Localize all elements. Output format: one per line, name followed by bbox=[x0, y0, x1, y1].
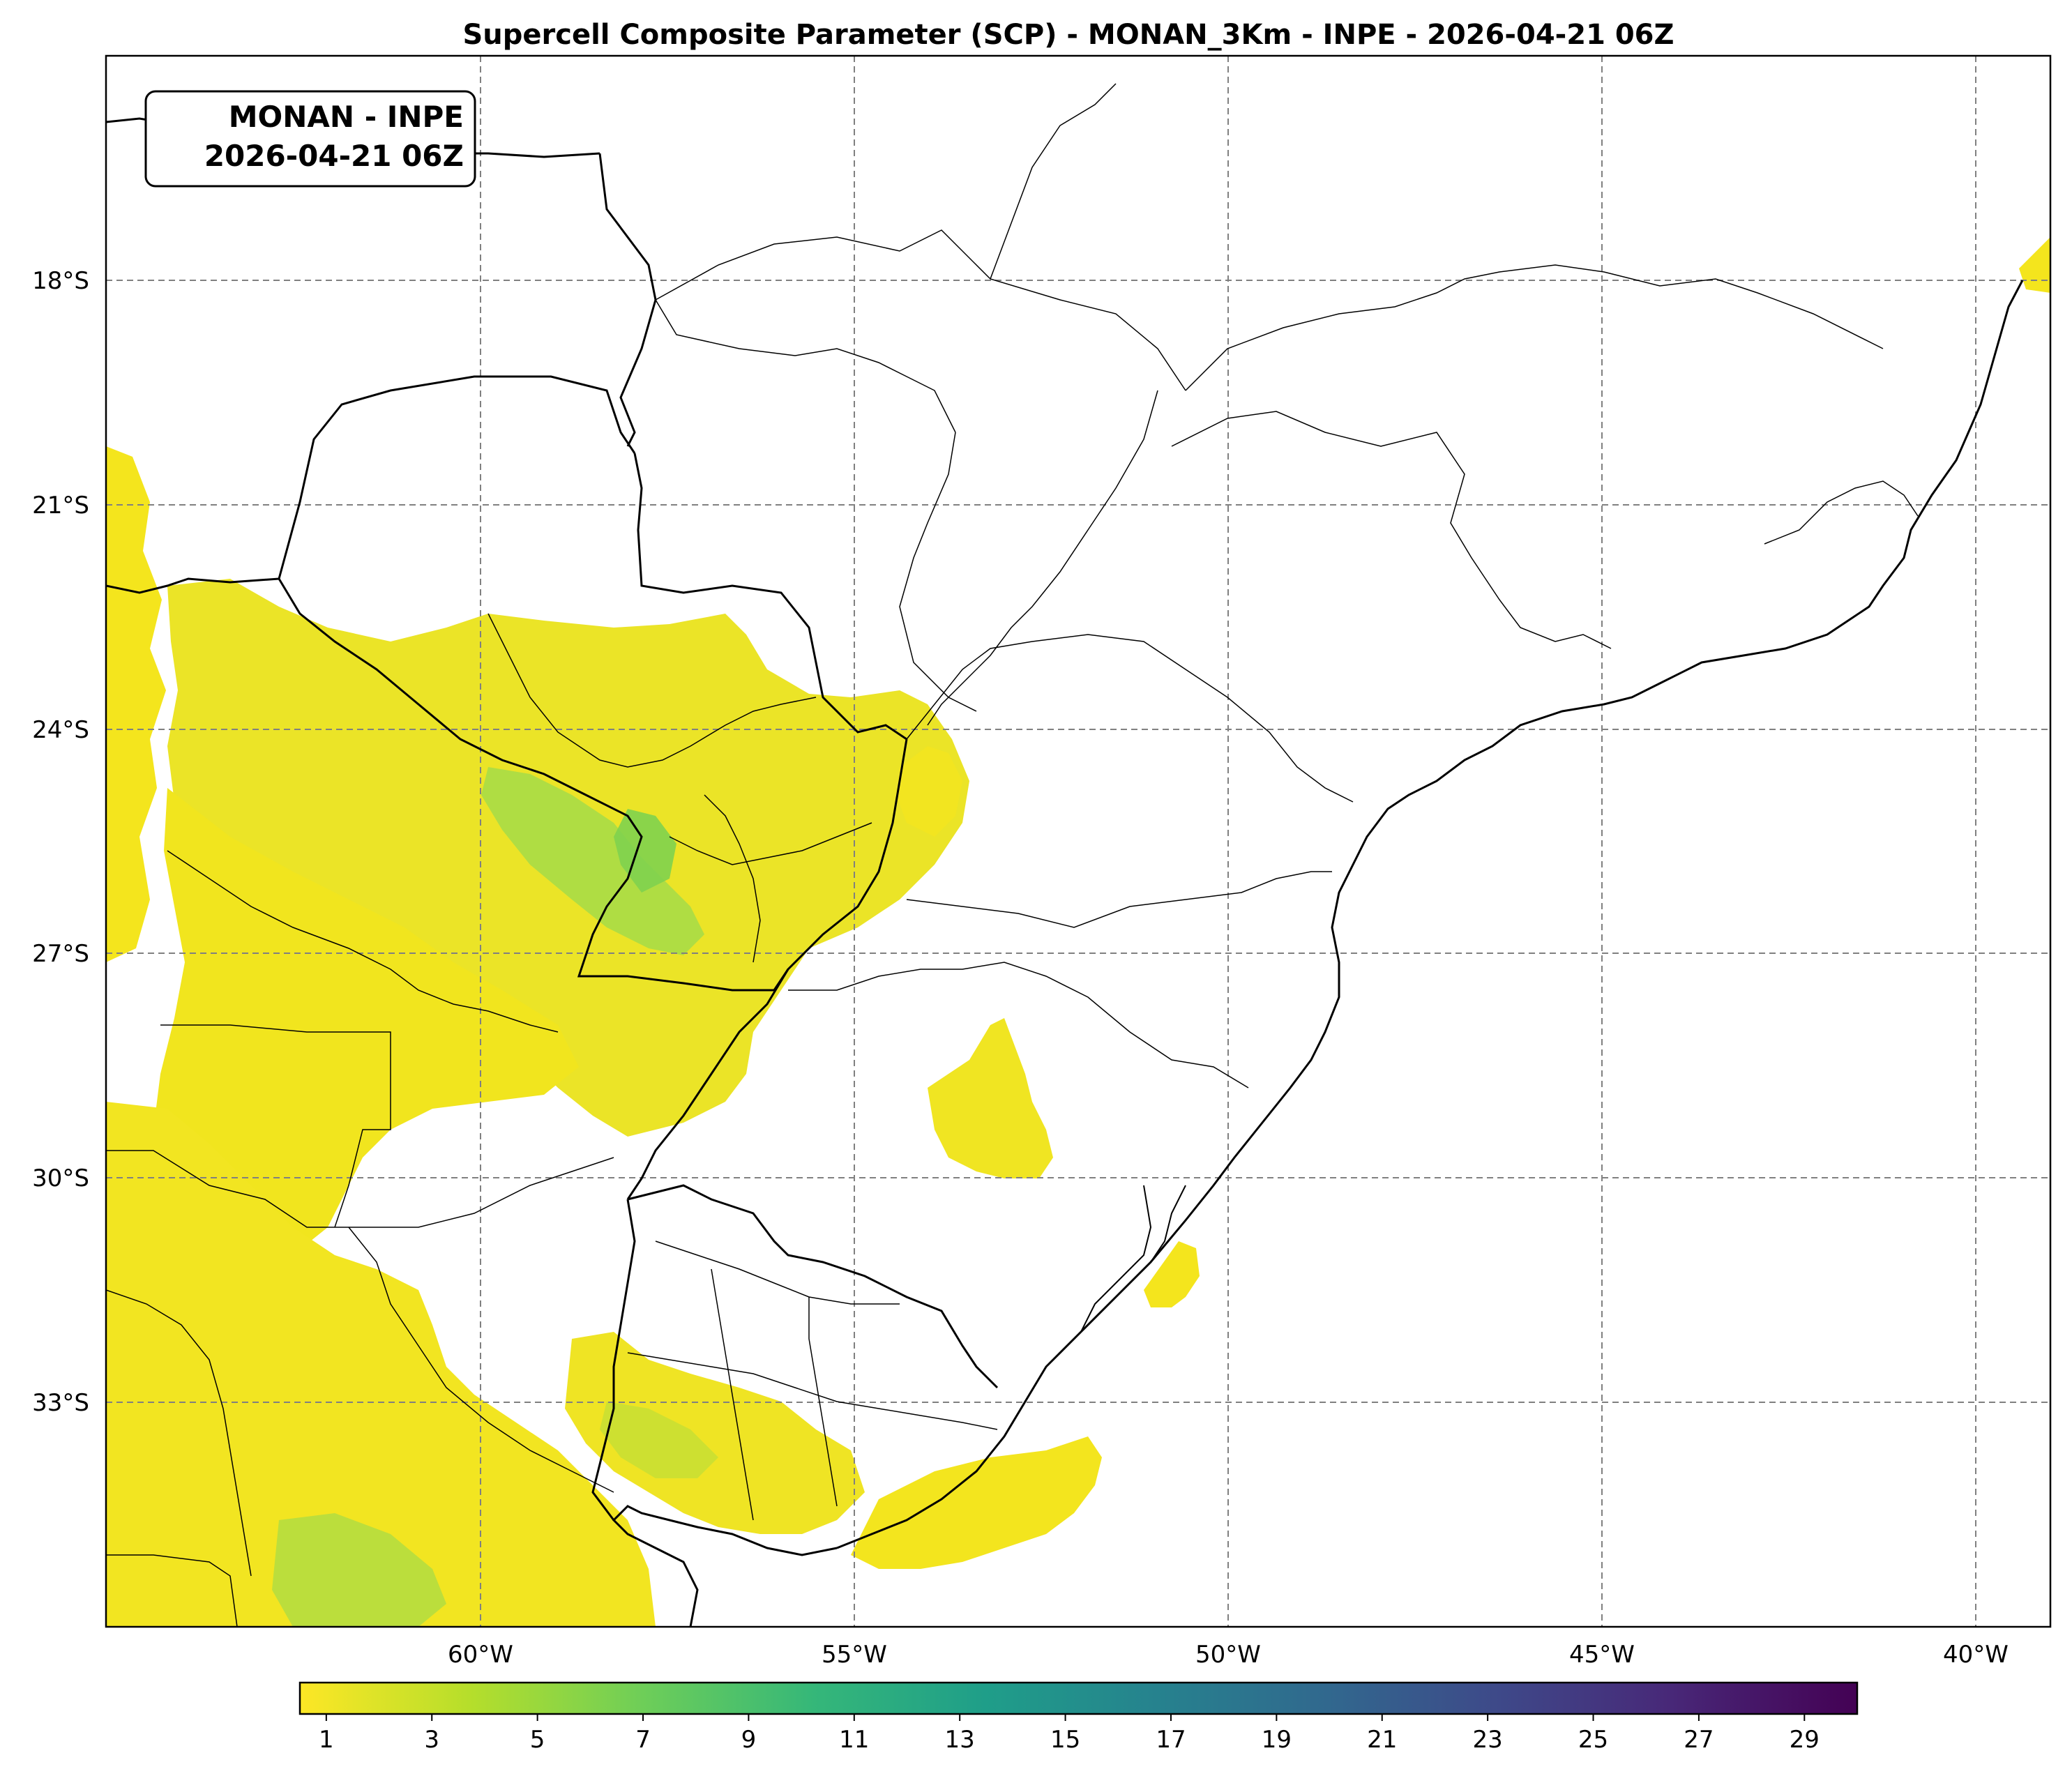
state-border-ms-sp bbox=[899, 432, 977, 712]
state-border-paraguay-dept-1 bbox=[487, 613, 817, 768]
lat-tick-label: 24°S bbox=[32, 716, 89, 744]
border-paraguay-argentina bbox=[278, 578, 789, 992]
colorbar-gradient bbox=[298, 1681, 1859, 1715]
colorbar-tick-label: 15 bbox=[1050, 1726, 1080, 1754]
info-box: MONAN - INPE 2026-04-21 06Z bbox=[144, 90, 476, 188]
chart-title: Supercell Composite Parameter (SCP) - MO… bbox=[462, 19, 1674, 51]
lat-tick-label: 18°S bbox=[32, 267, 89, 295]
state-border-mt-ms bbox=[655, 299, 956, 433]
state-border-sc-rs bbox=[788, 962, 1249, 1088]
lat-tick-labels: 18°S 21°S 24°S 27°S 30°S 33°S bbox=[32, 267, 89, 1417]
state-border-uruguay-dept-2 bbox=[627, 1352, 998, 1430]
lon-tick-label: 45°W bbox=[1569, 1641, 1635, 1669]
state-border-paraguay-dept-2 bbox=[669, 822, 872, 865]
lat-tick-label: 27°S bbox=[32, 940, 89, 968]
scp-region-argentina bbox=[106, 1102, 656, 1627]
state-border-pr-sc bbox=[906, 871, 1332, 928]
lon-tick-label: 55°W bbox=[822, 1641, 887, 1669]
colorbar-tick-label: 5 bbox=[530, 1726, 545, 1754]
colorbar-tick-label: 23 bbox=[1473, 1726, 1503, 1754]
lon-tick-label: 60°W bbox=[448, 1641, 513, 1669]
border-brazil-uruguay bbox=[627, 1184, 999, 1389]
scp-region-paraná bbox=[896, 746, 962, 837]
colorbar-tick-label: 19 bbox=[1262, 1726, 1292, 1754]
state-border-sp-rj bbox=[1171, 411, 1612, 649]
state-border-mg-es bbox=[1185, 264, 1884, 391]
scp-region-uruguay-sea bbox=[851, 1436, 1102, 1569]
colorbar-tick-label: 25 bbox=[1578, 1726, 1608, 1754]
lagoa-dos-patos bbox=[1073, 1185, 1186, 1340]
coastline-uruguay-argentina bbox=[612, 1505, 838, 1627]
colorbar-tick-label: 7 bbox=[635, 1726, 651, 1754]
state-border-mg-ba bbox=[655, 229, 1186, 391]
state-border-uruguay-dept-1 bbox=[655, 1240, 900, 1305]
state-border-uruguay-dept-3 bbox=[711, 1268, 754, 1521]
lon-tick-label: 40°W bbox=[1943, 1641, 2009, 1669]
colorbar-tick-label: 13 bbox=[945, 1726, 975, 1754]
scp-field bbox=[106, 237, 2050, 1627]
state-border-argentina-provinces-5 bbox=[106, 1289, 252, 1577]
scp-region-ne-coast bbox=[2019, 237, 2050, 293]
border-paraguay-brazil bbox=[633, 453, 907, 741]
scp-region-rs-blob bbox=[928, 1018, 1053, 1178]
lon-tick-labels: 60°W 55°W 50°W 45°W 40°W bbox=[448, 1641, 2009, 1669]
colorbar-tick-label: 9 bbox=[741, 1726, 757, 1754]
info-box-line2: 2026-04-21 06Z bbox=[204, 139, 464, 173]
colorbar: 1 3 5 7 9 11 13 15 17 19 21 23 25 27 29 bbox=[298, 1681, 1859, 1754]
border-brazil-argentina bbox=[626, 738, 908, 1200]
colorbar-tick-label: 17 bbox=[1156, 1726, 1186, 1754]
state-border-paraguay-dept-3 bbox=[704, 794, 761, 963]
state-border-rj-es bbox=[1764, 480, 1919, 545]
info-box-frame bbox=[144, 90, 476, 188]
state-border-argentina-provinces-2 bbox=[160, 1024, 391, 1228]
scp-region-patos-blob bbox=[1144, 1241, 1200, 1307]
colorbar-tick-label: 29 bbox=[1790, 1726, 1820, 1754]
info-box-line1: MONAN - INPE bbox=[229, 100, 464, 134]
scp-region-uruguay-west bbox=[565, 1332, 865, 1534]
state-border-go-mg bbox=[990, 83, 1117, 280]
map-frame bbox=[105, 54, 2052, 1628]
state-border-argentina-provinces-6 bbox=[106, 1554, 238, 1627]
state-border-sp-pr bbox=[906, 634, 1354, 803]
gridlines bbox=[106, 56, 2050, 1627]
scp-region-chaco bbox=[153, 788, 579, 1255]
colorbar-ticks: 1 3 5 7 9 11 13 15 17 19 21 23 25 27 29 bbox=[319, 1714, 1820, 1754]
colorbar-tick-label: 3 bbox=[424, 1726, 439, 1754]
scp-maximum-uruguay bbox=[600, 1402, 718, 1478]
colorbar-tick-label: 21 bbox=[1367, 1726, 1397, 1754]
state-border-argentina-provinces-4 bbox=[348, 1227, 614, 1493]
state-borders bbox=[106, 83, 1919, 1627]
scp-maximum-argentina-south bbox=[272, 1513, 446, 1627]
state-border-mg-sp bbox=[927, 390, 1158, 726]
colorbar-tick-label: 27 bbox=[1684, 1726, 1714, 1754]
lon-tick-label: 50°W bbox=[1195, 1641, 1261, 1669]
border-brazil-bolivia bbox=[598, 153, 657, 447]
border-uruguay-argentina bbox=[591, 1199, 636, 1521]
border-argentina-bolivia bbox=[106, 577, 280, 594]
lat-tick-label: 21°S bbox=[32, 492, 89, 519]
map-area bbox=[106, 56, 2050, 1627]
border-paraguay-bolivia bbox=[278, 375, 636, 579]
colorbar-tick-label: 11 bbox=[839, 1726, 869, 1754]
state-border-uruguay-dept-4 bbox=[808, 1297, 838, 1507]
lat-tick-label: 33°S bbox=[32, 1389, 89, 1417]
state-border-argentina-provinces-1 bbox=[167, 850, 559, 1033]
scp-maximum-paraguay bbox=[481, 767, 704, 955]
colorbar-tick-label: 1 bbox=[319, 1726, 334, 1754]
lat-tick-label: 30°S bbox=[32, 1164, 89, 1192]
scp-region-west-strip bbox=[106, 446, 166, 962]
